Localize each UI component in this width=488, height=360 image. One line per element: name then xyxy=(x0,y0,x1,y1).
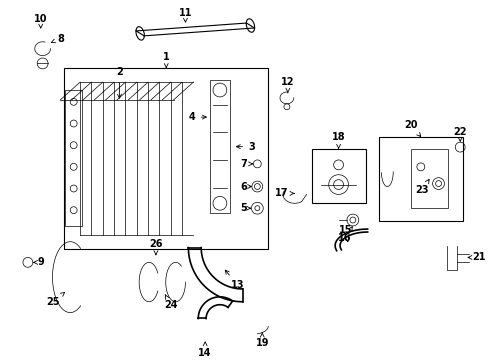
Bar xyxy=(410,149,447,208)
Text: 21: 21 xyxy=(467,252,485,262)
Text: 17: 17 xyxy=(275,188,294,198)
Text: 10: 10 xyxy=(34,14,47,28)
Text: 14: 14 xyxy=(198,342,211,358)
Text: 3: 3 xyxy=(236,141,254,152)
Text: 24: 24 xyxy=(163,294,177,310)
Bar xyxy=(64,68,267,248)
Text: 15: 15 xyxy=(339,225,352,242)
Text: 9: 9 xyxy=(34,257,44,267)
Text: 6: 6 xyxy=(240,181,251,192)
Bar xyxy=(379,137,462,221)
Text: 20: 20 xyxy=(404,121,420,136)
Text: 11: 11 xyxy=(178,8,192,22)
Text: 2: 2 xyxy=(116,67,122,98)
Text: 1: 1 xyxy=(163,51,169,68)
Text: 13: 13 xyxy=(225,270,244,290)
Text: 22: 22 xyxy=(452,127,466,141)
Text: 16: 16 xyxy=(338,227,352,243)
Bar xyxy=(311,149,365,203)
Text: 5: 5 xyxy=(240,203,250,213)
Bar xyxy=(210,80,229,213)
Text: 25: 25 xyxy=(46,292,64,307)
Text: 23: 23 xyxy=(414,179,428,195)
Text: 8: 8 xyxy=(51,34,64,44)
Text: 19: 19 xyxy=(255,333,268,348)
Text: 26: 26 xyxy=(149,239,163,255)
Bar xyxy=(65,90,82,226)
Text: 7: 7 xyxy=(240,159,252,169)
Text: 18: 18 xyxy=(331,132,345,148)
Text: 4: 4 xyxy=(188,112,206,122)
Text: 12: 12 xyxy=(281,77,294,93)
